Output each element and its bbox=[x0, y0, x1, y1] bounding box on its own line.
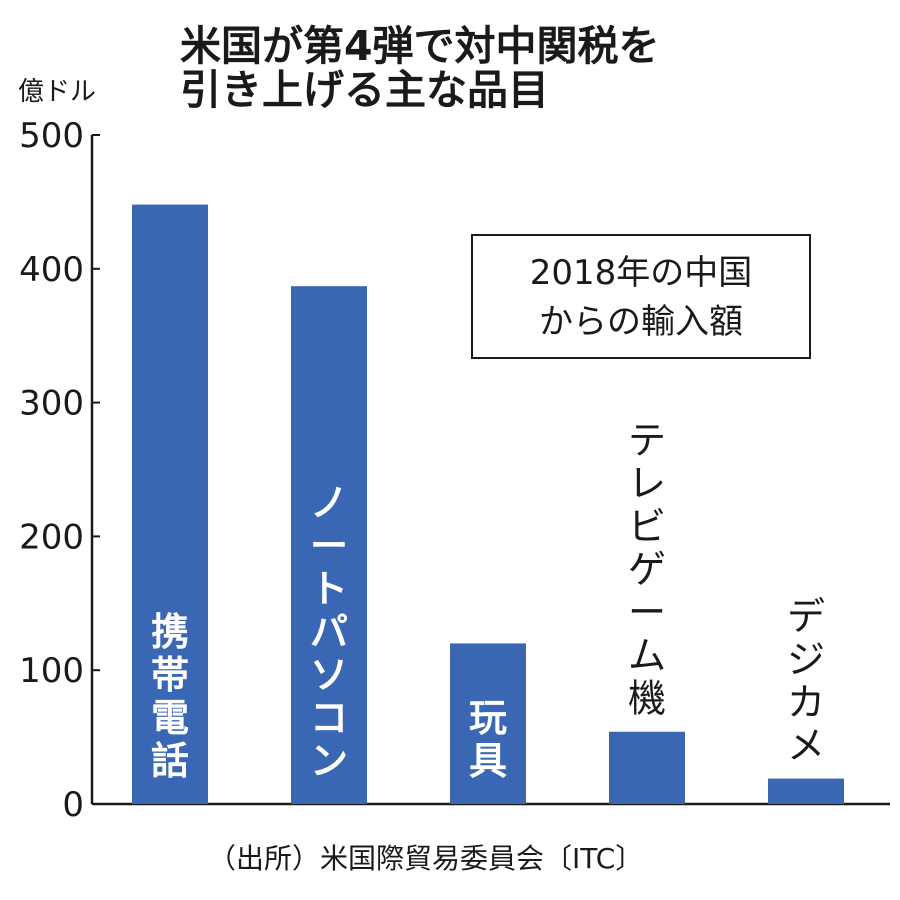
y-tick-label: 100 bbox=[19, 651, 84, 691]
y-tick-label: 400 bbox=[19, 250, 84, 290]
legend-box: 2018年の中国 からの輸入額 bbox=[471, 234, 811, 359]
y-tick-label: 300 bbox=[19, 384, 84, 424]
y-tick-label: 500 bbox=[19, 116, 84, 156]
bar-label-2: ノートパソコン bbox=[310, 481, 348, 783]
bar-label-4: テレビゲーム機 bbox=[628, 419, 666, 721]
bar-1 bbox=[132, 204, 208, 805]
y-tick-label: 0 bbox=[62, 785, 84, 825]
bar-label-5: デジカメ bbox=[787, 595, 825, 768]
chart-title-line-2: 引き上げる主な品目 bbox=[180, 66, 549, 114]
bar-2 bbox=[291, 286, 367, 805]
legend-line-1: 2018年の中国 bbox=[530, 253, 753, 293]
bar-3 bbox=[450, 643, 526, 804]
bar-label-1: 携帯電話 bbox=[151, 610, 189, 783]
bar-5 bbox=[768, 778, 844, 804]
bar-4 bbox=[609, 731, 685, 804]
source-note: （出所）米国際貿易委員会〔ITC〕 bbox=[208, 842, 643, 875]
chart-title-line-1: 米国が第4弾で対中関税を bbox=[180, 22, 660, 70]
y-axis-unit-label: 億ドル bbox=[18, 77, 96, 107]
y-axis-ticks: 500 400 300 200 100 0 bbox=[19, 116, 100, 825]
y-tick-label: 200 bbox=[19, 517, 84, 557]
legend-line-2: からの輸入額 bbox=[539, 302, 743, 342]
bar-label-3: 玩具 bbox=[469, 696, 507, 783]
